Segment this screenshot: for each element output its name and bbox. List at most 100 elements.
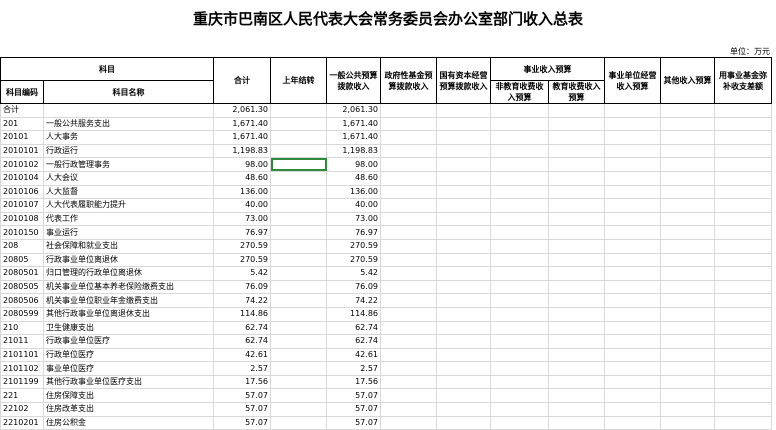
table-cell: 42.61: [326, 347, 381, 363]
table-cell: [490, 184, 549, 200]
table-cell: [660, 415, 715, 430]
table-row: 2010101 行政运行 1,198.83 1,198.83: [0, 143, 772, 159]
table-cell: 62.74: [213, 320, 271, 336]
table-cell: [714, 374, 772, 390]
table-cell: [270, 143, 327, 159]
table-cell: 住房公积金: [43, 415, 214, 430]
table-cell: [660, 103, 715, 118]
table-cell: 归口管理的行政单位离退休: [43, 266, 214, 281]
table-cell: [270, 198, 327, 213]
table-cell: [660, 252, 715, 268]
table-cell: [380, 225, 437, 240]
header-cell: 事业单位经营收入预算: [604, 57, 661, 104]
table-cell: 57.07: [326, 415, 381, 430]
table-cell: [436, 361, 491, 376]
table-cell: 1,198.83: [213, 143, 271, 159]
table-cell: [436, 130, 491, 145]
table-cell: 20101: [0, 130, 44, 145]
table-cell: 其他行政事业单位医疗支出: [43, 374, 214, 390]
table-cell: [604, 103, 661, 118]
table-cell: [270, 279, 327, 295]
table-cell: [548, 320, 605, 336]
table-cell: 2,061.30: [213, 103, 271, 118]
table-cell: [436, 334, 491, 349]
header-cell: 科目: [0, 57, 214, 81]
table-cell: 行政事业单位医疗: [43, 334, 214, 349]
table-cell: [436, 347, 491, 363]
table-cell: 20805: [0, 252, 44, 268]
table-cell: 270.59: [213, 252, 271, 268]
table-row: 2210201 住房公积金 57.07 57.07: [0, 415, 772, 430]
table-cell: [490, 361, 549, 376]
table-cell: [490, 103, 549, 118]
header-cell: 科目编码: [0, 80, 44, 104]
header-cell: 合计: [213, 57, 271, 104]
table-cell: [270, 293, 327, 308]
header-cell: 事业收入预算: [490, 57, 605, 81]
table-cell: [490, 266, 549, 281]
table-cell: [548, 293, 605, 308]
table-cell: [548, 130, 605, 145]
table-cell: 人大代表履职能力提升: [43, 198, 214, 213]
header-cell: 其他收入预算: [660, 57, 715, 104]
table-cell: [490, 320, 549, 336]
table-cell: [604, 116, 661, 132]
table-cell: [436, 388, 491, 404]
table-cell: [548, 198, 605, 213]
table-cell: [380, 116, 437, 132]
table-cell: [548, 279, 605, 295]
table-cell: 208: [0, 238, 44, 254]
header-cell: 国有资本经营预算拨款收入: [436, 57, 491, 104]
table-cell: [490, 211, 549, 227]
table-cell: [270, 361, 327, 376]
table-cell: [714, 157, 772, 172]
table-cell: 机关事业单位基本养老保险缴费支出: [43, 279, 214, 295]
table-cell: [490, 388, 549, 404]
table-cell: [660, 306, 715, 322]
table-cell: [270, 184, 327, 200]
table-cell: [604, 320, 661, 336]
table-row: 20805 行政事业单位离退休 270.59 270.59: [0, 252, 772, 268]
table-cell: 2101102: [0, 361, 44, 376]
table-cell: [436, 266, 491, 281]
table-cell: [270, 374, 327, 390]
table-cell: 2010107: [0, 198, 44, 213]
table-row: 2080501 归口管理的行政单位离退休 5.42 5.42: [0, 266, 772, 281]
table-cell: [604, 266, 661, 281]
table-cell: 其他行政事业单位离退休支出: [43, 306, 214, 322]
table-cell: [660, 374, 715, 390]
table-cell: [604, 415, 661, 430]
table-cell: 1,198.83: [326, 143, 381, 159]
table-cell: [714, 143, 772, 159]
table-cell: 人大事务: [43, 130, 214, 145]
table-cell: 98.00: [213, 157, 271, 172]
table-cell: 76.97: [326, 225, 381, 240]
table-cell: [714, 211, 772, 227]
table-cell: [436, 279, 491, 295]
table-row: 2101101 行政单位医疗 42.61 42.61: [0, 347, 772, 363]
table-cell: [604, 388, 661, 404]
table-cell: [604, 293, 661, 308]
table-cell: 行政事业单位离退休: [43, 252, 214, 268]
table-cell: [548, 103, 605, 118]
table-cell: [604, 306, 661, 322]
table-cell: 事业运行: [43, 225, 214, 240]
table-cell: 事业单位医疗: [43, 361, 214, 376]
table-cell: 57.07: [213, 388, 271, 404]
table-cell: [714, 130, 772, 145]
table-cell: [548, 184, 605, 200]
table-cell: [660, 279, 715, 295]
table-cell: 40.00: [326, 198, 381, 213]
table-cell: [270, 211, 327, 227]
table-cell: [490, 238, 549, 254]
table-cell: 2101199: [0, 374, 44, 390]
table-row: 2101199 其他行政事业单位医疗支出 17.56 17.56: [0, 374, 772, 390]
table-cell: [548, 347, 605, 363]
table-cell: [490, 130, 549, 145]
table-cell: 201: [0, 116, 44, 132]
table-cell: [270, 334, 327, 349]
table-cell: [380, 143, 437, 159]
table-cell: 57.07: [326, 402, 381, 417]
table-cell: 2010106: [0, 184, 44, 200]
table-cell: [714, 198, 772, 213]
